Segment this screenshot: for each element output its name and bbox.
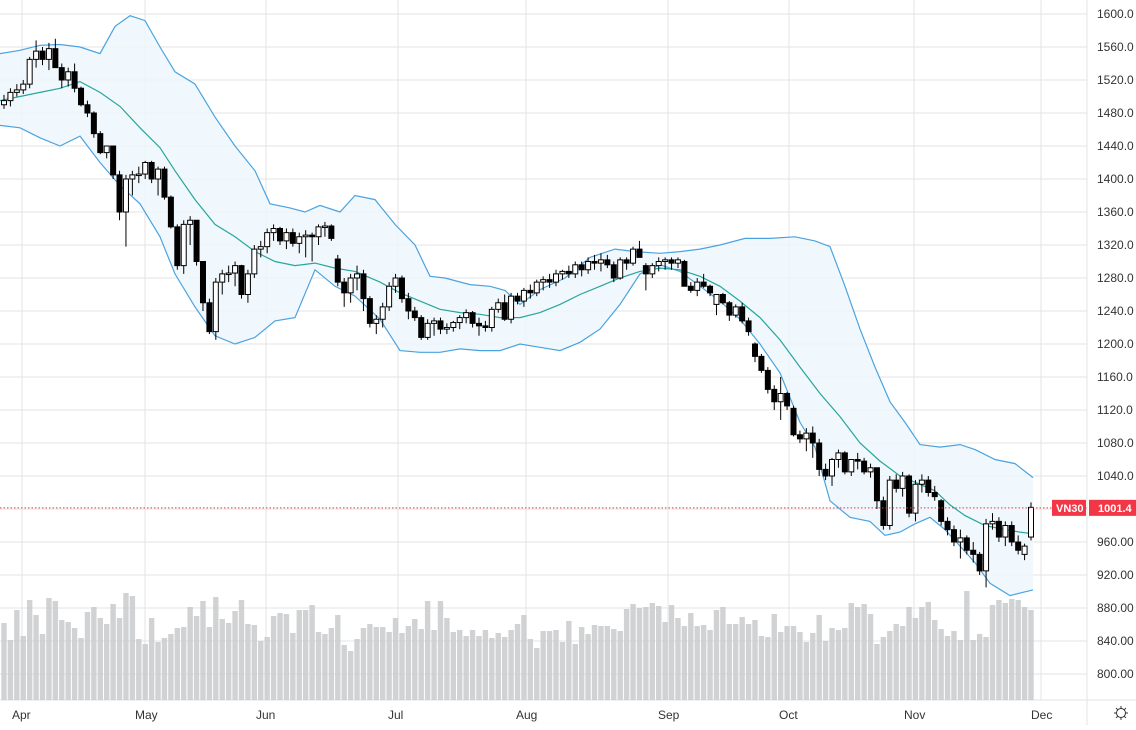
time-tick-label: May — [135, 708, 158, 722]
price-axis[interactable]: 1600.0 1560.0 1520.0 1480.0 1440.0 1400.0 1360… — [1097, 7, 1134, 681]
time-tick-label: Sep — [658, 708, 680, 722]
price-tick-label: 1040.0 — [1097, 469, 1134, 483]
time-tick-label: Aug — [516, 708, 537, 722]
time-tick-label: Dec — [1031, 708, 1052, 722]
time-axis[interactable]: Apr May Jun Jul Aug Sep Oct Nov Dec — [12, 708, 1052, 722]
price-tick-label: 1600.0 — [1097, 7, 1134, 21]
price-tick-label: 880.00 — [1097, 601, 1134, 615]
time-tick-label: Oct — [779, 708, 798, 722]
price-tick-label: 1120.0 — [1097, 403, 1133, 417]
volume-bars — [1, 591, 1034, 700]
symbol-badge-bg — [1052, 499, 1086, 516]
time-tick-label: Nov — [904, 708, 925, 722]
price-tick-label: 1560.0 — [1097, 40, 1134, 54]
price-badge-bg — [1089, 499, 1136, 516]
price-tick-label: 1480.0 — [1097, 106, 1134, 120]
time-tick-label: Apr — [12, 708, 31, 722]
last-price-badge: VN30 1001.4 — [1052, 499, 1136, 516]
price-tick-label: 1240.0 — [1097, 304, 1134, 318]
price-tick-label: 1320.0 — [1097, 238, 1134, 252]
price-tick-label: 1360.0 — [1097, 205, 1134, 219]
candlesticks — [1, 38, 1034, 588]
time-tick-label: Jul — [388, 708, 403, 722]
price-badge-value: 1001.4 — [1098, 503, 1133, 515]
price-tick-label: 1520.0 — [1097, 73, 1134, 87]
bollinger-bands — [0, 15, 1034, 597]
price-tick-label: 1400.0 — [1097, 172, 1134, 186]
price-tick-label: 920.00 — [1097, 568, 1134, 582]
price-tick-label: 800.00 — [1097, 667, 1134, 681]
gear-icon[interactable] — [1114, 706, 1128, 720]
price-tick-label: 1160.0 — [1097, 370, 1133, 384]
price-tick-label: 1440.0 — [1097, 139, 1134, 153]
price-tick-label: 840.00 — [1097, 634, 1134, 648]
symbol-badge-label: VN30 — [1056, 503, 1084, 515]
price-tick-label: 1080.0 — [1097, 436, 1134, 450]
price-tick-label: 1280.0 — [1097, 271, 1134, 285]
price-tick-label: 960.00 — [1097, 535, 1134, 549]
time-tick-label: Jun — [256, 708, 275, 722]
price-tick-label: 1200.0 — [1097, 337, 1134, 351]
